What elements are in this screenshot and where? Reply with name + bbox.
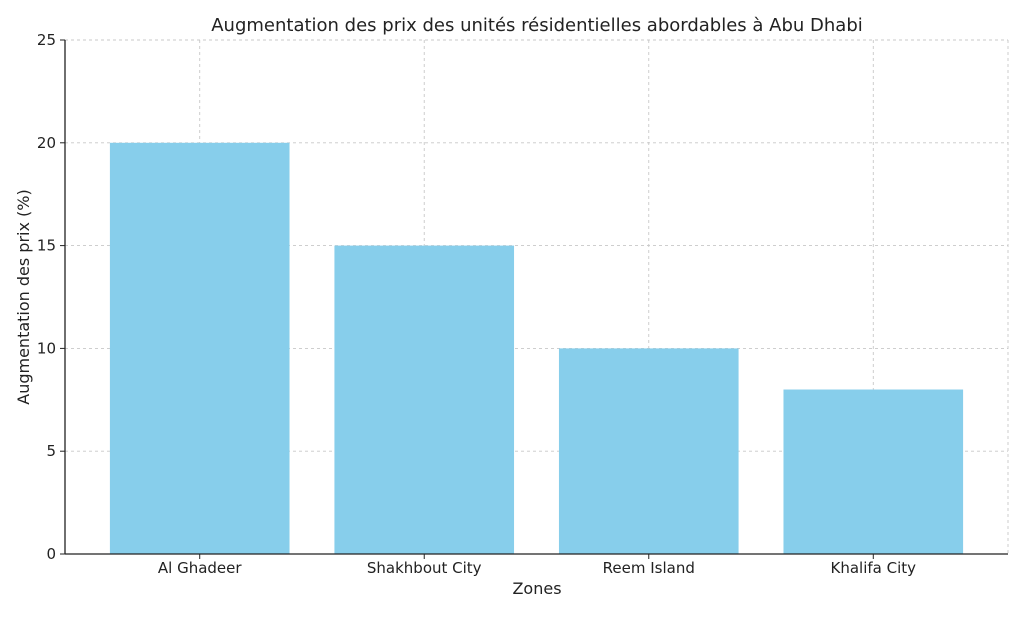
y-tick-label: 5 (46, 442, 56, 460)
x-axis-label: Zones (512, 579, 561, 598)
y-tick-label: 25 (37, 31, 56, 49)
bar-khalifa-city (783, 389, 964, 554)
x-tick-label: Khalifa City (831, 559, 917, 577)
bar-reem-island (558, 348, 739, 554)
y-tick-label: 20 (37, 134, 56, 152)
bars (109, 142, 964, 555)
x-tick-label: Al Ghadeer (158, 559, 242, 577)
bar-al-ghadeer (109, 142, 290, 555)
x-tick-label: Reem Island (603, 559, 695, 577)
x-ticks: Al Ghadeer Shakhbout City Reem Island Khali… (158, 554, 916, 577)
bar-shakhbout-city (334, 245, 515, 554)
x-tick-label: Shakhbout City (367, 559, 482, 577)
y-tick-label: 15 (37, 237, 56, 255)
y-tick-label: 10 (37, 339, 56, 357)
axes (64, 40, 1008, 555)
y-tick-label: 0 (46, 545, 56, 563)
y-ticks: 0 5 10 15 20 25 (37, 31, 65, 563)
y-axis-label: Augmentation des prix (%) (14, 189, 33, 404)
chart-title: Augmentation des prix des unités résiden… (211, 15, 863, 36)
